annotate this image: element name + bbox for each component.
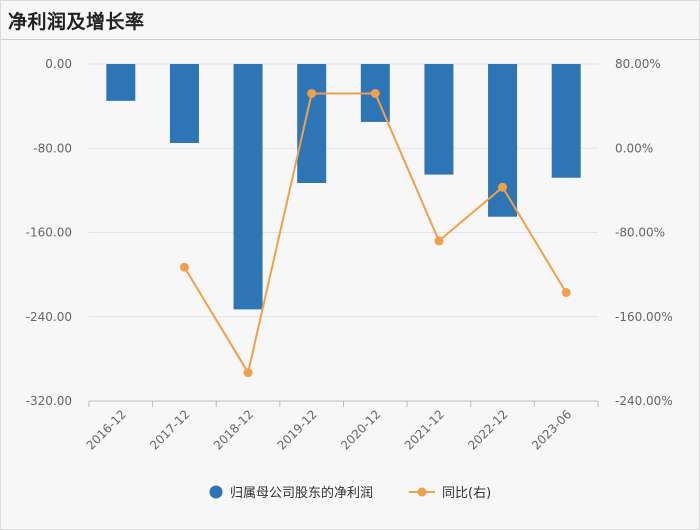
bar-series: [106, 64, 581, 310]
bar: [424, 64, 454, 175]
legend-line-dot: [417, 487, 427, 497]
left-tick-label: -320.00: [26, 394, 72, 408]
x-tick-label: 2018-12: [211, 407, 256, 452]
line-point: [498, 182, 508, 192]
bar: [488, 64, 518, 217]
right-tick-label: -80.00%: [615, 226, 665, 240]
right-axis-ticks: 80.00% 0.00% -80.00% -160.00% -240.00%: [615, 57, 673, 408]
left-tick-label: 0.00: [45, 57, 72, 71]
x-axis-ticks: 2016-12 2017-12 2018-12 2019-12 2020-12 2021-…: [84, 407, 575, 452]
right-tick-label: -160.00%: [615, 310, 673, 324]
title-divider: [1, 39, 700, 40]
x-tick-label: 2016-12: [84, 407, 129, 452]
x-tick-label: 2023-06: [529, 407, 574, 452]
line-point: [307, 88, 317, 98]
x-tick-label: 2019-12: [274, 407, 319, 452]
line-point: [561, 288, 571, 298]
x-tick-label: 2021-12: [402, 407, 447, 452]
bar: [106, 64, 136, 101]
right-tick-label: -240.00%: [615, 394, 673, 408]
chart-title: 净利润及增长率: [8, 11, 145, 33]
x-tick-label: 2022-12: [465, 407, 510, 452]
line-series: [179, 88, 571, 378]
legend-bar-marker: [209, 485, 223, 499]
left-axis-ticks: 0.00 -80.00 -160.00 -240.00 -320.00: [26, 57, 72, 408]
right-tick-label: 80.00%: [615, 57, 661, 71]
legend-line-label: 同比(右): [442, 486, 491, 501]
right-tick-label: 0.00%: [615, 141, 653, 155]
line-point: [179, 262, 189, 272]
bar: [169, 64, 199, 143]
legend-bar-label: 归属母公司股东的净利润: [230, 485, 373, 501]
line-point: [370, 88, 380, 98]
x-tick-label: 2020-12: [338, 407, 383, 452]
bar: [551, 64, 581, 178]
x-tick-label: 2017-12: [147, 407, 192, 452]
gridlines: [89, 63, 598, 318]
axes: [88, 400, 599, 407]
legend: 归属母公司股东的净利润 同比(右): [209, 485, 491, 501]
left-tick-label: -80.00: [33, 141, 72, 155]
bar: [297, 64, 327, 184]
left-tick-label: -240.00: [26, 310, 72, 324]
bar: [233, 64, 263, 310]
line-point: [243, 368, 253, 378]
line-point: [434, 236, 444, 246]
left-tick-label: -160.00: [26, 226, 72, 240]
